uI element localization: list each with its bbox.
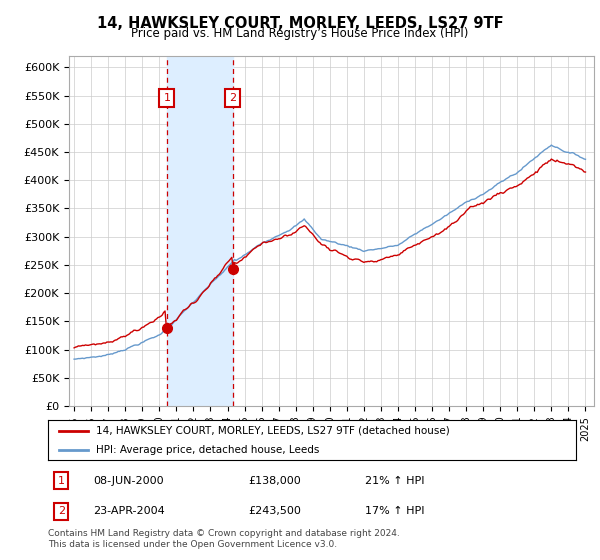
Text: £138,000: £138,000 [248,475,301,486]
Text: 23-APR-2004: 23-APR-2004 [93,506,164,516]
Text: 21% ↑ HPI: 21% ↑ HPI [365,475,424,486]
Text: 08-JUN-2000: 08-JUN-2000 [93,475,164,486]
Text: 2: 2 [58,506,65,516]
Text: 17% ↑ HPI: 17% ↑ HPI [365,506,424,516]
Text: 2: 2 [229,94,236,104]
Text: HPI: Average price, detached house, Leeds: HPI: Average price, detached house, Leed… [95,445,319,455]
Bar [167,56,233,406]
Text: 1: 1 [163,94,170,104]
Text: £243,500: £243,500 [248,506,302,516]
Text: 1: 1 [58,475,65,486]
Text: Contains HM Land Registry data © Crown copyright and database right 2024.
This d: Contains HM Land Registry data © Crown c… [48,529,400,549]
Text: 14, HAWKSLEY COURT, MORLEY, LEEDS, LS27 9TF (detached house): 14, HAWKSLEY COURT, MORLEY, LEEDS, LS27 … [95,426,449,436]
Text: 14, HAWKSLEY COURT, MORLEY, LEEDS, LS27 9TF: 14, HAWKSLEY COURT, MORLEY, LEEDS, LS27 … [97,16,503,31]
Text: Price paid vs. HM Land Registry’s House Price Index (HPI): Price paid vs. HM Land Registry’s House … [131,27,469,40]
